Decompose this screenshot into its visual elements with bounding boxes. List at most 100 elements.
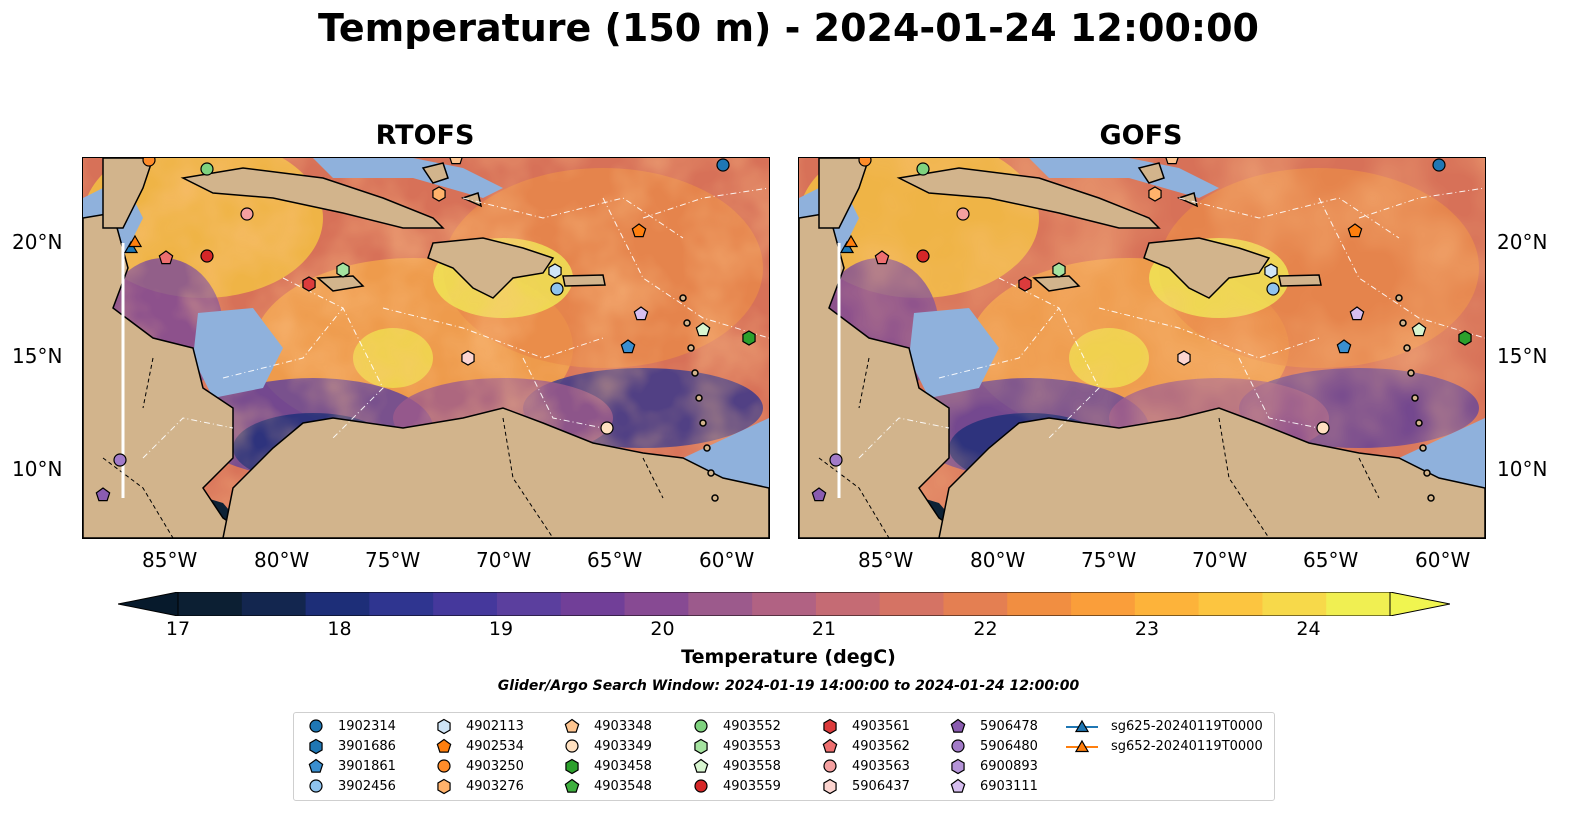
- legend-item: 6903111: [948, 776, 1038, 796]
- legend-item: 4902113: [434, 716, 524, 736]
- colorbar-segment: [1007, 592, 1072, 616]
- float-marker-3901861[interactable]: [620, 339, 636, 354]
- legend-marker-icon: [565, 758, 579, 775]
- float-marker-6903111[interactable]: [633, 306, 649, 321]
- legend-label: 4903276: [466, 778, 524, 794]
- float-marker-5906478[interactable]: [811, 487, 827, 502]
- legend-marker-icon: [308, 758, 324, 773]
- float-marker-4903558[interactable]: [695, 322, 711, 337]
- float-marker-sg625-20240119T0000[interactable]: [839, 240, 855, 254]
- float-marker-4903553[interactable]: [1052, 262, 1066, 278]
- float-marker-4903559[interactable]: [200, 249, 214, 263]
- float-marker-4903563[interactable]: [956, 207, 970, 221]
- float-marker-sg652-20240119T0000[interactable]: [843, 234, 859, 248]
- colorbar-tick-label: 19: [488, 618, 514, 640]
- legend-marker-icon: [950, 778, 966, 793]
- legend-label: 4903348: [594, 718, 652, 734]
- float-marker-5906437[interactable]: [461, 350, 475, 366]
- legend-item: sg625-20240119T0000: [1065, 716, 1263, 736]
- float-marker-4903250[interactable]: [858, 158, 872, 167]
- lat-tick-label-right: 15°N: [1497, 344, 1548, 368]
- float-marker-5906480[interactable]: [829, 453, 843, 467]
- float-marker-4903553[interactable]: [336, 262, 350, 278]
- legend-item: 4903348: [562, 716, 652, 736]
- float-marker-3902456[interactable]: [1266, 282, 1280, 296]
- float-marker-4903561[interactable]: [302, 276, 316, 292]
- colorbar-tick-label: 22: [973, 618, 998, 640]
- float-marker-3901861[interactable]: [1336, 339, 1352, 354]
- lat-tick-label-left: 20°N: [12, 230, 63, 254]
- float-marker-1902314[interactable]: [1432, 158, 1446, 172]
- float-marker-1902314[interactable]: [716, 158, 730, 172]
- colorbar-segment: [1198, 592, 1263, 616]
- legend-item: 4903250: [434, 756, 524, 776]
- float-marker-4903349[interactable]: [1316, 421, 1330, 435]
- float-marker-5906437[interactable]: [1177, 350, 1191, 366]
- float-marker-4903562[interactable]: [158, 250, 174, 265]
- legend-item: 5906478: [948, 716, 1038, 736]
- legend-item: 4903563: [820, 756, 910, 776]
- legend-label: 5906478: [980, 718, 1038, 734]
- colorbar-tick-label: 24: [1296, 618, 1321, 640]
- float-marker-4903250[interactable]: [142, 158, 156, 167]
- float-marker-sg625-20240119T0000[interactable]: [123, 240, 139, 254]
- float-marker-3902456[interactable]: [550, 282, 564, 296]
- panel-title-gofs: GOFS: [1099, 120, 1183, 151]
- float-marker-6903111[interactable]: [1349, 306, 1365, 321]
- float-marker-4902534[interactable]: [1347, 223, 1363, 238]
- float-marker-4902113[interactable]: [1264, 263, 1278, 279]
- legend-label: 4903552: [723, 718, 781, 734]
- legend-label: 6900893: [980, 758, 1038, 774]
- legend-label: 3901861: [338, 758, 396, 774]
- colorbar: [117, 591, 1451, 617]
- legend-marker-icon: [694, 779, 708, 793]
- float-marker-4902113[interactable]: [548, 263, 562, 279]
- legend-item: 4903553: [691, 736, 781, 756]
- legend-marker-icon: [437, 718, 451, 735]
- float-marker-4903348[interactable]: [1165, 158, 1179, 165]
- map-panel-rtofs[interactable]: [82, 157, 770, 539]
- float-marker-4903561[interactable]: [1018, 276, 1032, 292]
- float-marker-4903276[interactable]: [1148, 186, 1162, 202]
- gofs-map-svg: [799, 158, 1485, 538]
- float-marker-4903458[interactable]: [1458, 330, 1472, 346]
- float-marker-4903348[interactable]: [449, 158, 463, 165]
- legend-item: 4903558: [691, 756, 781, 776]
- lon-tick-label: 60°W: [1415, 548, 1471, 572]
- legend-label: sg625-20240119T0000: [1111, 718, 1263, 734]
- legend-label: 1902314: [338, 718, 396, 734]
- float-marker-4903458[interactable]: [742, 330, 756, 346]
- float-marker-sg652-20240119T0000[interactable]: [127, 234, 143, 248]
- colorbar-tick-label: 20: [650, 618, 675, 640]
- panel-title-rtofs: RTOFS: [375, 120, 475, 151]
- colorbar-tick-label: 23: [1134, 618, 1160, 640]
- float-marker-4903349[interactable]: [600, 421, 614, 435]
- float-marker-4903552[interactable]: [916, 162, 930, 176]
- float-marker-5906480[interactable]: [113, 453, 127, 467]
- legend-item: 3901861: [306, 756, 396, 776]
- legend-item: 4903276: [434, 776, 524, 796]
- float-marker-4903563[interactable]: [240, 207, 254, 221]
- float-marker-4903276[interactable]: [432, 186, 446, 202]
- legend-item: 3902456: [306, 776, 396, 796]
- lon-tick-label: 70°W: [1192, 548, 1248, 572]
- lon-tick-label: 70°W: [476, 548, 532, 572]
- legend-item: 4902534: [434, 736, 524, 756]
- colorbar-segment: [943, 592, 1008, 616]
- legend-item: 4903562: [820, 736, 910, 756]
- legend-marker-icon: [951, 758, 965, 775]
- legend-marker-icon: [694, 738, 708, 755]
- colorbar-segment: [879, 592, 944, 616]
- colorbar-min-extend: [117, 591, 179, 617]
- float-marker-4903562[interactable]: [874, 250, 890, 265]
- colorbar-segment: [1071, 592, 1136, 616]
- legend-item: 5906437: [820, 776, 910, 796]
- float-marker-4902534[interactable]: [631, 223, 647, 238]
- legend-label: 4903250: [466, 758, 524, 774]
- float-marker-4903559[interactable]: [916, 249, 930, 263]
- float-marker-4903552[interactable]: [200, 162, 214, 176]
- lon-tick-label: 80°W: [970, 548, 1026, 572]
- float-marker-5906478[interactable]: [95, 487, 111, 502]
- float-marker-4903558[interactable]: [1411, 322, 1427, 337]
- map-panel-gofs[interactable]: [798, 157, 1486, 539]
